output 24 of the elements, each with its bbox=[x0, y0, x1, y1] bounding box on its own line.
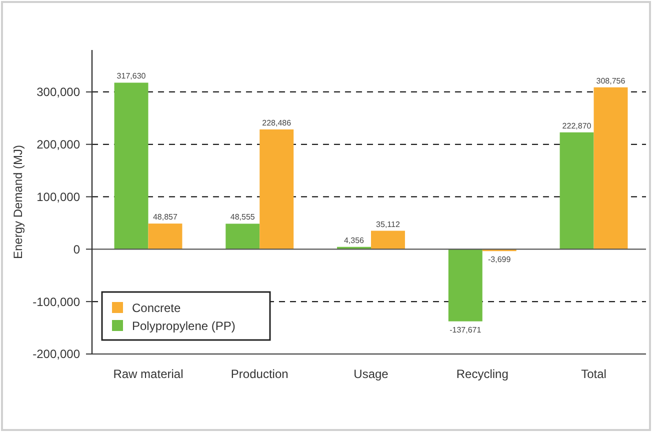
data-label: 222,870 bbox=[562, 121, 592, 130]
data-label: 35,112 bbox=[376, 220, 400, 229]
y-tick-label: 100,000 bbox=[36, 190, 80, 204]
data-label: 48,857 bbox=[152, 212, 178, 222]
y-tick-label: 0 bbox=[73, 242, 80, 256]
x-tick-label: Usage bbox=[354, 367, 389, 381]
data-label: -3,699 bbox=[488, 255, 512, 264]
y-tick-label: -200,000 bbox=[32, 347, 80, 362]
data-label: 4,356 bbox=[344, 236, 365, 245]
x-tick-label: Production bbox=[230, 367, 288, 381]
data-label: 317,630 bbox=[116, 72, 146, 81]
legend-label: Concrete bbox=[132, 301, 182, 316]
x-tick-label: Raw material bbox=[113, 367, 184, 381]
data-label: 308,756 bbox=[596, 76, 626, 86]
data-label: 228,486 bbox=[262, 118, 292, 128]
x-tick-label: Recycling bbox=[456, 367, 508, 381]
data-label: -137,671 bbox=[450, 325, 482, 334]
data-label: 48,555 bbox=[230, 212, 256, 222]
y-tick-label: 300,000 bbox=[36, 85, 80, 100]
y-tick-label: 200,000 bbox=[36, 138, 80, 152]
y-tick-label: -100,000 bbox=[32, 294, 80, 309]
x-tick-label: Total bbox=[581, 367, 606, 381]
y-axis-title: Energy Demand (MJ) bbox=[11, 144, 25, 260]
legend-label: Polypropylene (PP) bbox=[132, 319, 236, 334]
